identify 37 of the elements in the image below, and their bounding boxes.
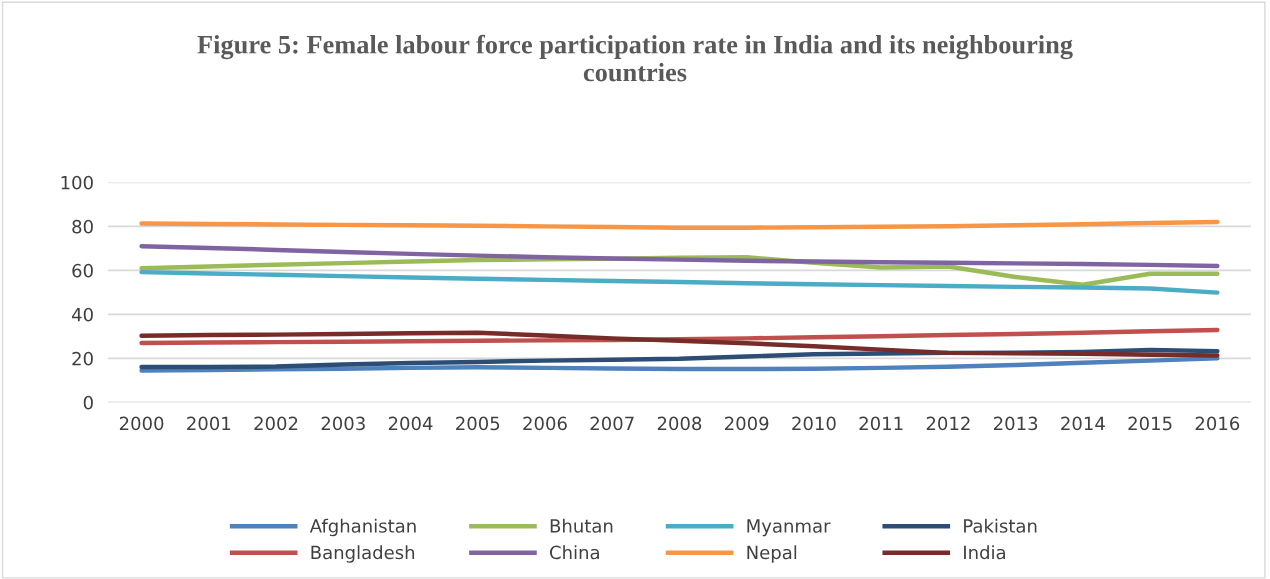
x-tick-label: 2013 bbox=[993, 416, 1038, 431]
chart-title: Figure 5: Female labour force participation rate in India and its neighbouring countries bbox=[197, 34, 1073, 82]
legend-label: Bhutan bbox=[550, 518, 613, 533]
x-tick-label: 2011 bbox=[859, 416, 903, 431]
x-tick-label: 2008 bbox=[657, 416, 702, 431]
x-tick-label: 2005 bbox=[456, 416, 500, 431]
legend-label: India bbox=[964, 545, 1005, 560]
y-tick-label: 60 bbox=[72, 263, 93, 278]
x-tick-label: 2007 bbox=[590, 416, 634, 431]
x-tick-label: 2010 bbox=[792, 416, 836, 431]
legend-label: Bangladesh bbox=[311, 545, 415, 563]
x-tick-label: 2002 bbox=[254, 416, 298, 431]
line-series bbox=[139, 269, 1220, 295]
x-tick-label: 2016 bbox=[1195, 416, 1240, 431]
line-series bbox=[139, 327, 1220, 346]
x-tick-label: 2014 bbox=[1061, 416, 1105, 431]
legend-label: China bbox=[550, 545, 599, 560]
y-tick-label: 40 bbox=[71, 307, 93, 322]
legend-label: Afghanistan bbox=[309, 518, 416, 537]
y-tick-label: 80 bbox=[72, 219, 93, 234]
line-series bbox=[139, 356, 1220, 373]
legend-label: Pakistan bbox=[964, 518, 1037, 533]
line-series bbox=[139, 330, 1220, 358]
x-tick-label: 2012 bbox=[926, 416, 970, 431]
x-tick-label: 2003 bbox=[321, 416, 365, 431]
legend-label: Nepal bbox=[747, 545, 797, 563]
x-tick-label: 2015 bbox=[1128, 416, 1172, 431]
legend-label: Myanmar bbox=[747, 519, 831, 537]
x-tick-label: 2004 bbox=[388, 416, 433, 431]
x-tick-label: 2009 bbox=[725, 416, 769, 431]
y-tick-label: 100 bbox=[61, 175, 93, 190]
x-tick-label: 2000 bbox=[119, 416, 164, 431]
x-tick-label: 2001 bbox=[187, 416, 231, 431]
y-tick-label: 20 bbox=[72, 351, 93, 366]
line-series bbox=[139, 243, 1220, 269]
x-tick-label: 2006 bbox=[523, 416, 567, 431]
y-tick-label: 0 bbox=[83, 395, 93, 410]
